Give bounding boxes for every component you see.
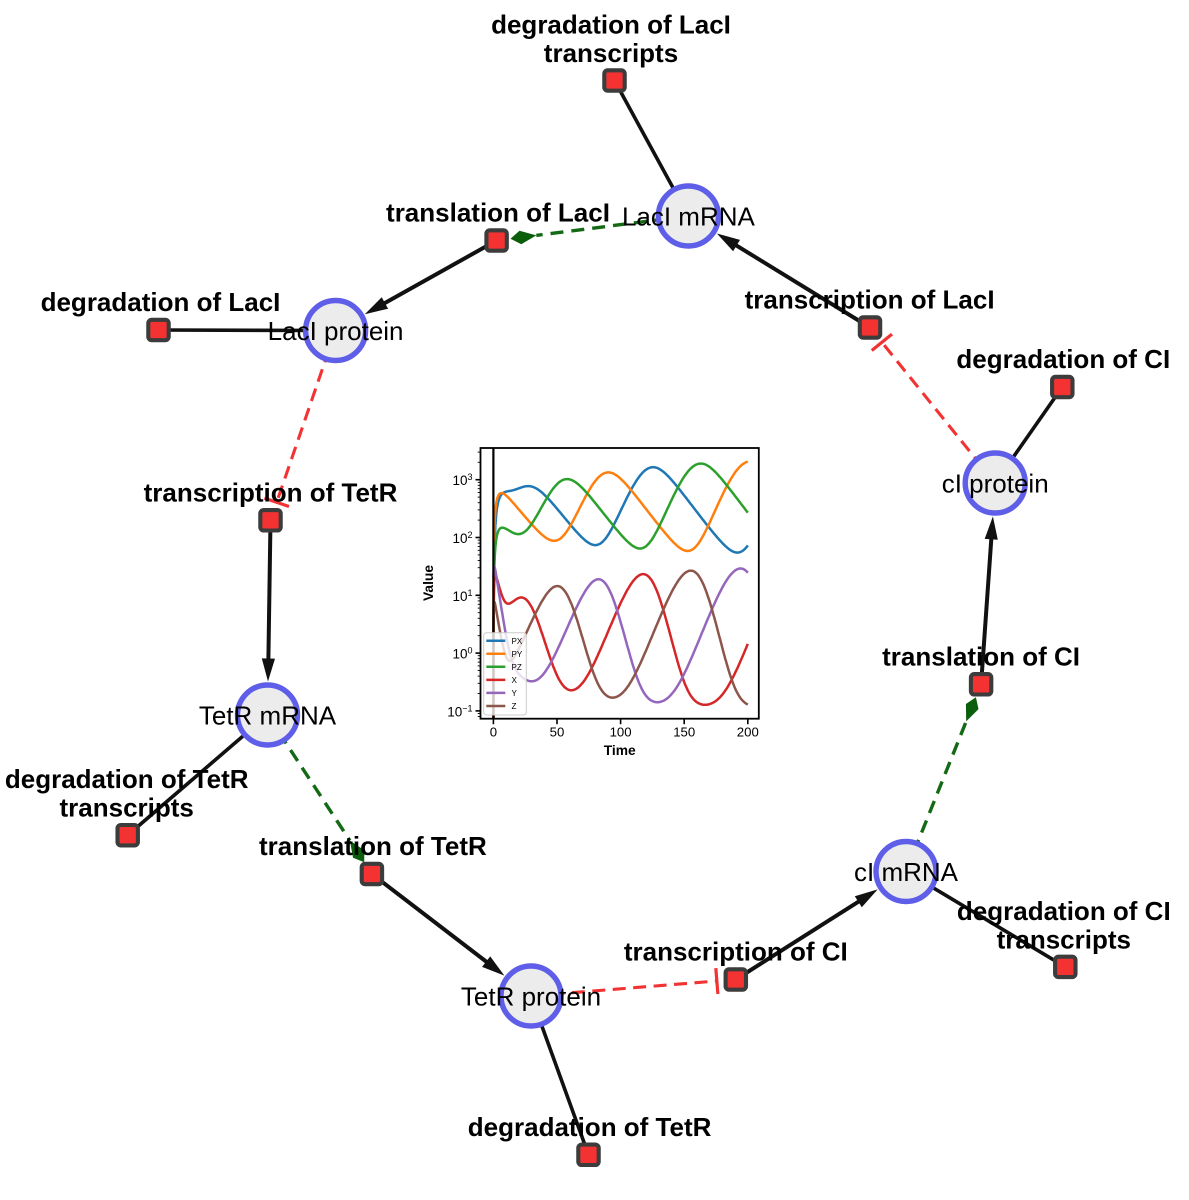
svg-text:101: 101: [452, 588, 472, 604]
svg-text:102: 102: [452, 530, 472, 546]
svg-text:translation of LacI: translation of LacI: [386, 198, 610, 228]
svg-text:TetR mRNA: TetR mRNA: [199, 701, 337, 731]
svg-text:transcription of CI: transcription of CI: [624, 937, 848, 967]
svg-text:150: 150: [673, 725, 695, 740]
svg-text:100: 100: [610, 725, 632, 740]
svg-text:Y: Y: [512, 689, 518, 698]
svg-text:200: 200: [737, 725, 759, 740]
svg-text:LacI mRNA: LacI mRNA: [622, 202, 756, 232]
svg-text:degradation of TetR: degradation of TetR: [468, 1112, 712, 1142]
svg-text:Time: Time: [604, 743, 636, 758]
svg-text:103: 103: [452, 472, 472, 488]
svg-text:translation of CI: translation of CI: [882, 642, 1080, 672]
svg-text:cI mRNA: cI mRNA: [854, 857, 959, 887]
svg-text:10−1: 10−1: [447, 703, 472, 719]
svg-text:transcription of LacI: transcription of LacI: [745, 285, 995, 315]
svg-text:transcripts: transcripts: [60, 793, 194, 823]
svg-text:degradation of TetR: degradation of TetR: [5, 764, 249, 794]
svg-text:X: X: [512, 676, 518, 685]
svg-text:TetR protein: TetR protein: [461, 982, 601, 1012]
svg-text:translation of TetR: translation of TetR: [259, 831, 487, 861]
svg-text:degradation of LacI: degradation of LacI: [491, 10, 731, 40]
svg-text:PX: PX: [512, 637, 523, 646]
svg-text:transcripts: transcripts: [544, 38, 678, 68]
svg-text:degradation of CI: degradation of CI: [956, 344, 1170, 374]
svg-text:degradation of CI: degradation of CI: [957, 896, 1171, 926]
svg-text:Z: Z: [512, 702, 517, 711]
svg-text:degradation of LacI: degradation of LacI: [41, 287, 281, 317]
svg-text:transcripts: transcripts: [997, 924, 1131, 954]
svg-text:100: 100: [452, 646, 472, 662]
svg-text:transcription of TetR: transcription of TetR: [144, 478, 398, 508]
svg-text:LacI protein: LacI protein: [268, 316, 404, 346]
svg-text:cI protein: cI protein: [942, 469, 1049, 499]
svg-text:PY: PY: [512, 650, 523, 659]
svg-text:50: 50: [550, 725, 565, 740]
svg-text:PZ: PZ: [512, 663, 522, 672]
svg-text:Value: Value: [421, 565, 436, 601]
svg-text:0: 0: [490, 725, 497, 740]
